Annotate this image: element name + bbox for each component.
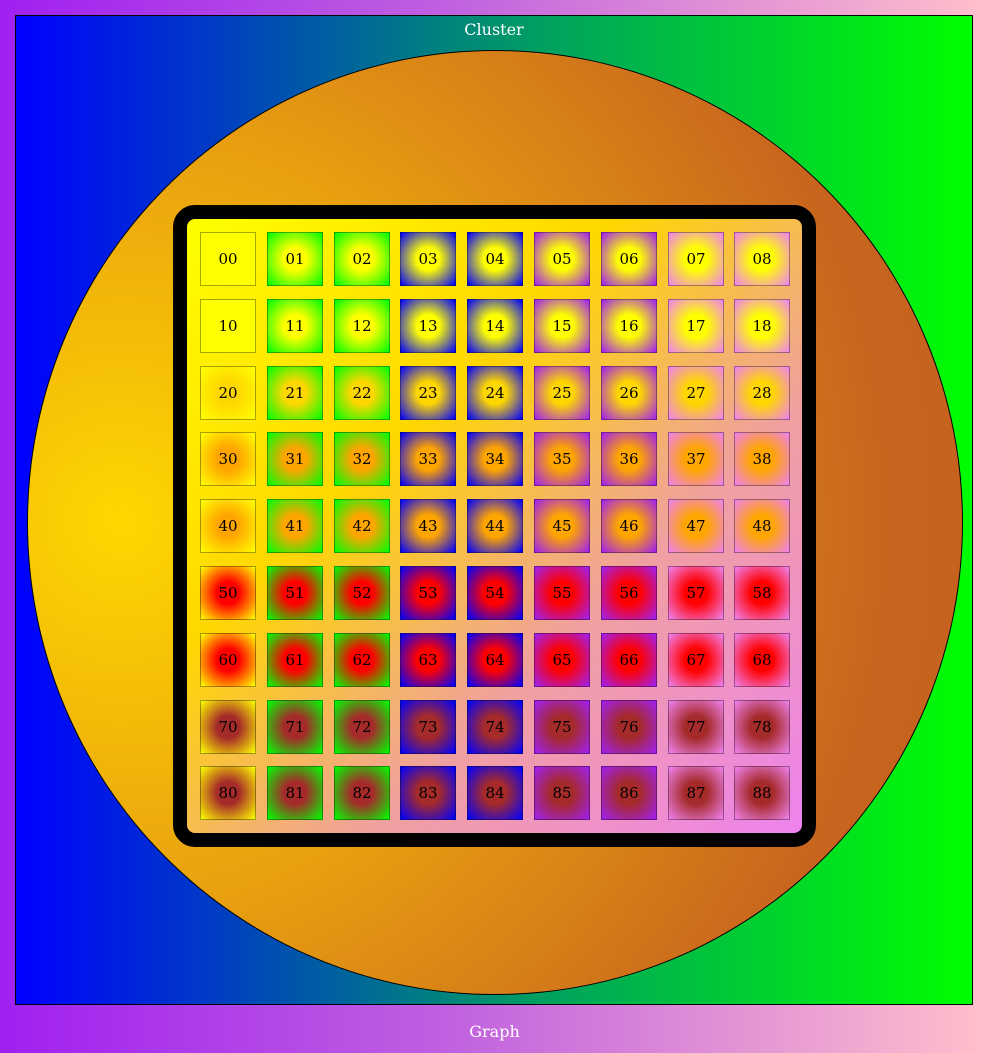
- grid-node-32: 32: [334, 432, 390, 486]
- grid-node-66: 66: [601, 633, 657, 687]
- grid-node-10: 10: [200, 299, 256, 353]
- grid-node-54: 54: [467, 566, 523, 620]
- grid-node-34: 34: [467, 432, 523, 486]
- grid-node-52: 52: [334, 566, 390, 620]
- grid-node-81: 81: [267, 766, 323, 820]
- grid-node-83: 83: [400, 766, 456, 820]
- grid-node-50: 50: [200, 566, 256, 620]
- grid-node-01: 01: [267, 232, 323, 286]
- grid-node-38: 38: [734, 432, 790, 486]
- grid-node-11: 11: [267, 299, 323, 353]
- grid-node-77: 77: [668, 700, 724, 754]
- grid-node-56: 56: [601, 566, 657, 620]
- grid-node-48: 48: [734, 499, 790, 553]
- grid-node-70: 70: [200, 700, 256, 754]
- grid-node-07: 07: [668, 232, 724, 286]
- grid-node-16: 16: [601, 299, 657, 353]
- grid-node-20: 20: [200, 366, 256, 420]
- grid-node-26: 26: [601, 366, 657, 420]
- grid-node-04: 04: [467, 232, 523, 286]
- grid-node-65: 65: [534, 633, 590, 687]
- grid-node-53: 53: [400, 566, 456, 620]
- grid-node-36: 36: [601, 432, 657, 486]
- grid-node-67: 67: [668, 633, 724, 687]
- cluster-label: Cluster: [464, 20, 524, 39]
- grid-node-80: 80: [200, 766, 256, 820]
- grid-node-63: 63: [400, 633, 456, 687]
- grid-node-31: 31: [267, 432, 323, 486]
- grid-node-33: 33: [400, 432, 456, 486]
- grid-node-45: 45: [534, 499, 590, 553]
- grid-node-68: 68: [734, 633, 790, 687]
- grid-node-87: 87: [668, 766, 724, 820]
- grid-panel: 00 01 02 03 04 05 06 07 08 10 11 12 13 14 15 16 17 18 20 21…: [187, 219, 802, 833]
- grid-node-85: 85: [534, 766, 590, 820]
- grid-node-82: 82: [334, 766, 390, 820]
- grid-node-62: 62: [334, 633, 390, 687]
- grid-node-51: 51: [267, 566, 323, 620]
- grid-node-27: 27: [668, 366, 724, 420]
- grid-node-55: 55: [534, 566, 590, 620]
- grid-node-78: 78: [734, 700, 790, 754]
- grid-node-22: 22: [334, 366, 390, 420]
- grid-node-12: 12: [334, 299, 390, 353]
- grid-node-57: 57: [668, 566, 724, 620]
- grid-node-72: 72: [334, 700, 390, 754]
- grid-node-28: 28: [734, 366, 790, 420]
- grid-node-02: 02: [334, 232, 390, 286]
- grid-node-24: 24: [467, 366, 523, 420]
- grid-node-14: 14: [467, 299, 523, 353]
- grid-node-43: 43: [400, 499, 456, 553]
- grid-node-03: 03: [400, 232, 456, 286]
- grid-node-23: 23: [400, 366, 456, 420]
- grid-node-61: 61: [267, 633, 323, 687]
- grid-node-06: 06: [601, 232, 657, 286]
- grid-node-35: 35: [534, 432, 590, 486]
- grid-node-18: 18: [734, 299, 790, 353]
- grid-node-41: 41: [267, 499, 323, 553]
- grid-node-30: 30: [200, 432, 256, 486]
- grid-node-15: 15: [534, 299, 590, 353]
- grid-node-86: 86: [601, 766, 657, 820]
- grid-node-25: 25: [534, 366, 590, 420]
- grid-node-64: 64: [467, 633, 523, 687]
- grid-node-08: 08: [734, 232, 790, 286]
- grid-node-00: 00: [200, 232, 256, 286]
- grid-node-13: 13: [400, 299, 456, 353]
- grid-node-17: 17: [668, 299, 724, 353]
- grid-node-71: 71: [267, 700, 323, 754]
- grid-node-42: 42: [334, 499, 390, 553]
- grid-node-76: 76: [601, 700, 657, 754]
- grid-node-21: 21: [267, 366, 323, 420]
- grid-node-75: 75: [534, 700, 590, 754]
- grid-node-73: 73: [400, 700, 456, 754]
- grid-node-74: 74: [467, 700, 523, 754]
- grid-node-40: 40: [200, 499, 256, 553]
- grid-node-84: 84: [467, 766, 523, 820]
- grid-node-44: 44: [467, 499, 523, 553]
- graph-label: Graph: [469, 1022, 520, 1041]
- grid-node-47: 47: [668, 499, 724, 553]
- grid-node-58: 58: [734, 566, 790, 620]
- grid-node-37: 37: [668, 432, 724, 486]
- grid-node-88: 88: [734, 766, 790, 820]
- grid-node-60: 60: [200, 633, 256, 687]
- grid-node-46: 46: [601, 499, 657, 553]
- grid-node-05: 05: [534, 232, 590, 286]
